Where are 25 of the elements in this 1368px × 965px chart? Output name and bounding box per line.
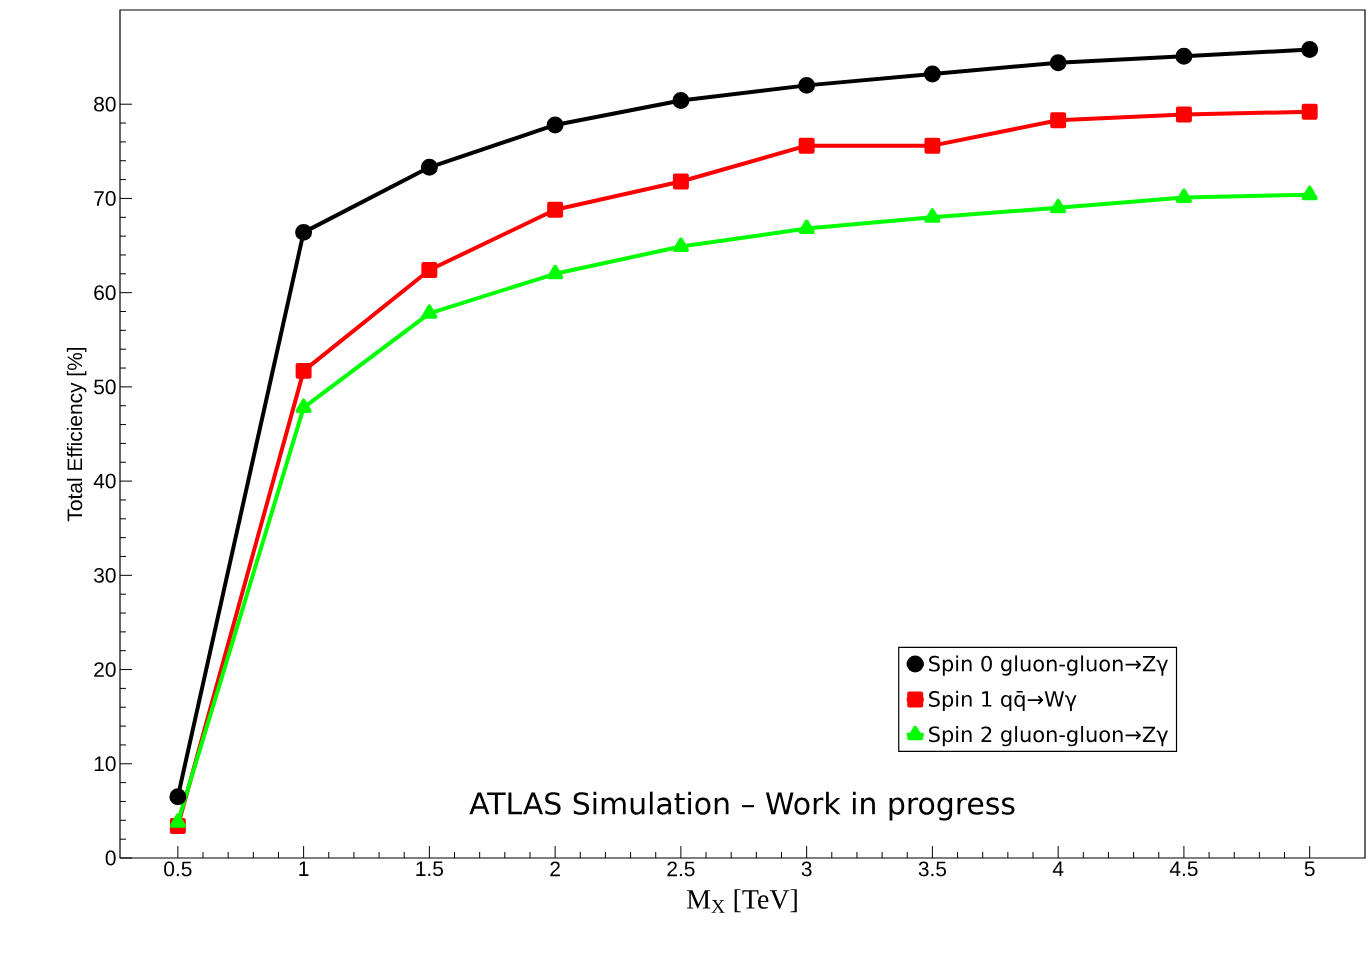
x-tick-label: 3 xyxy=(801,861,812,877)
x-tick-label: 4 xyxy=(1052,861,1064,876)
y-tick-label: 50 xyxy=(94,379,116,395)
y-tick-label: 40 xyxy=(93,473,116,489)
y-tick-label: 10 xyxy=(94,756,116,772)
legend-label: Spin 0 gluon-gluon→Zγ xyxy=(929,655,1168,676)
x-tick-label: 2 xyxy=(550,861,560,877)
x-tick-label: 1 xyxy=(299,861,309,876)
y-tick-label: 0 xyxy=(105,850,116,866)
x-tick-label: 5 xyxy=(1304,861,1315,877)
y-axis-title: Total Efficiency [%] xyxy=(66,347,87,522)
y-tick-label: 20 xyxy=(94,662,116,677)
legend-label: Spin 2 gluon-gluon→Zγ xyxy=(929,726,1168,747)
x-axis-title: M$_{X}$ [TeV] xyxy=(687,889,797,913)
legend-label: Spin 1 qq̄→Wγ xyxy=(929,690,1077,711)
y-tick-label: 70 xyxy=(94,191,116,206)
y-tick-label: 80 xyxy=(94,96,116,112)
x-tick-label: 4.5 xyxy=(1169,861,1198,877)
annotation: ATLAS Simulation – Work in progress xyxy=(469,791,1015,821)
y-tick-label: 60 xyxy=(94,285,116,301)
x-tick-label: 2.5 xyxy=(667,861,695,877)
x-tick-label: 1.5 xyxy=(416,861,444,877)
x-tick-label: 0.5 xyxy=(164,861,192,877)
y-tick-label: 30 xyxy=(94,567,116,583)
x-tick-label: 3.5 xyxy=(918,861,947,877)
